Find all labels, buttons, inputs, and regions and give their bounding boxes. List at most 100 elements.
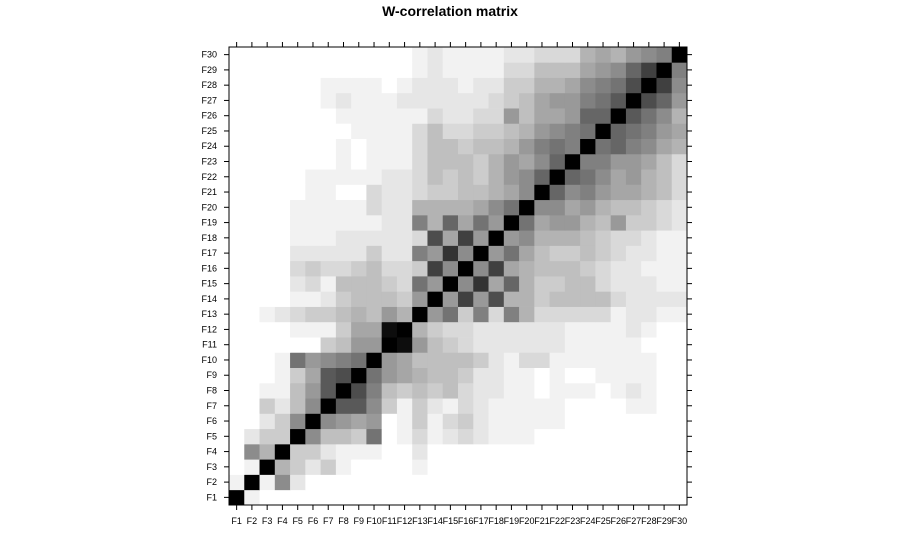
heatmap-cell-F4-F17 [473,443,489,460]
heatmap-cell-F23-F13 [412,153,428,170]
heatmap-cell-F13-F7 [320,306,337,323]
heatmap-cell-F12-F7 [320,321,337,338]
heatmap-cell-F10-F8 [335,352,352,368]
heatmap-cell-F20-F20 [519,199,535,216]
heatmap-cell-F24-F22 [549,138,566,155]
heatmap-cell-F9-F27 [625,367,642,384]
heatmap-cell-F8-F30 [671,382,688,399]
heatmap-cell-F18-F30 [671,230,688,246]
heatmap-cell-F7-F10 [366,398,383,414]
heatmap-cell-F10-F5 [290,352,306,368]
heatmap-cell-F23-F21 [534,153,550,170]
heatmap-cell-F12-F3 [259,321,276,338]
heatmap-cell-F8-F17 [473,382,489,399]
heatmap-cell-F24-F7 [320,138,337,155]
heatmap-cell-F11-F4 [274,337,291,353]
heatmap-cell-F1-F23 [564,489,581,506]
heatmap-cell-F25-F15 [442,123,459,139]
heatmap-cell-F29-F2 [244,62,260,78]
heatmap-cell-F26-F27 [625,108,642,124]
heatmap-cell-F13-F23 [564,306,581,323]
x-tick-label: F16 [458,516,474,526]
heatmap-cell-F21-F2 [244,184,260,201]
heatmap-cell-F3-F10 [366,459,383,475]
heatmap-cell-F27-F18 [488,92,505,109]
y-tick-label: F26 [201,111,217,121]
heatmap-cell-F29-F28 [641,62,657,78]
heatmap-cell-F22-F14 [427,169,444,185]
heatmap-cell-F30-F16 [458,47,474,63]
heatmap-cell-F11-F6 [305,337,321,353]
heatmap-cell-F5-F29 [656,428,673,445]
heatmap-cell-F29-F7 [320,62,337,78]
heatmap-cell-F19-F7 [320,214,337,231]
heatmap-cell-F12-F20 [519,321,535,338]
y-tick-label: F21 [201,187,217,197]
heatmap-cell-F5-F15 [442,428,459,445]
heatmap-cell-F29-F4 [274,62,291,78]
heatmap-cell-F21-F8 [335,184,352,201]
heatmap-cell-F19-F19 [503,214,520,231]
heatmap-cell-F23-F16 [458,153,474,170]
heatmap-cell-F11-F26 [610,337,627,353]
heatmap-cell-F25-F21 [534,123,550,139]
heatmap-cell-F18-F2 [244,230,260,246]
heatmap-cell-F29-F15 [442,62,459,78]
heatmap-cell-F2-F11 [381,474,398,491]
heatmap-cell-F27-F7 [320,92,337,109]
heatmap-cell-F3-F15 [442,459,459,475]
heatmap-cell-F11-F24 [580,337,596,353]
heatmap-cell-F27-F8 [335,92,352,109]
y-tick-label: F8 [206,386,217,396]
heatmap-cell-F28-F3 [259,77,276,94]
heatmap-cell-F28-F18 [488,77,505,94]
heatmap-cell-F30-F21 [534,47,550,63]
heatmap-cell-F6-F11 [381,413,398,430]
heatmap-cell-F24-F14 [427,138,444,155]
heatmap-cell-F10-F10 [366,352,383,368]
heatmap-cell-F27-F12 [396,92,413,109]
heatmap-cell-F29-F25 [595,62,612,78]
heatmap-cell-F27-F15 [442,92,459,109]
heatmap-cell-F25-F9 [351,123,367,139]
heatmap-cell-F20-F18 [488,199,505,216]
heatmap-cell-F1-F17 [473,489,489,506]
heatmap-cell-F24-F2 [244,138,260,155]
heatmap-cell-F7-F16 [458,398,474,414]
heatmap-cell-F30-F10 [366,47,383,63]
heatmap-cell-F10-F15 [442,352,459,368]
heatmap-cell-F20-F6 [305,199,321,216]
heatmap-cell-F27-F9 [351,92,367,109]
x-tick-label: F3 [262,516,273,526]
heatmap-cell-F7-F24 [580,398,596,414]
heatmap-cell-F25-F30 [671,123,688,139]
heatmap-cell-F27-F11 [381,92,398,109]
heatmap-cell-F12-F29 [656,321,673,338]
heatmap-cell-F9-F26 [610,367,627,384]
heatmap-cell-F24-F28 [641,138,657,155]
heatmap-cell-F23-F18 [488,153,505,170]
heatmap-cell-F26-F21 [534,108,550,124]
heatmap-cell-F4-F28 [641,443,657,460]
heatmap-cell-F4-F6 [305,443,321,460]
heatmap-cell-F26-F6 [305,108,321,124]
heatmap-cell-F6-F28 [641,413,657,430]
heatmap-cell-F24-F27 [625,138,642,155]
heatmap-cell-F7-F30 [671,398,688,414]
heatmap-cell-F14-F22 [549,291,566,307]
heatmap-cell-F18-F7 [320,230,337,246]
heatmap-cell-F23-F22 [549,153,566,170]
heatmap-cell-F19-F28 [641,214,657,231]
x-tick-label: F13 [412,516,428,526]
heatmap-cell-F11-F30 [671,337,688,353]
heatmap-cell-F13-F2 [244,306,260,323]
heatmap-cell-F10-F3 [259,352,276,368]
heatmap-cell-F27-F19 [503,92,520,109]
heatmap-cell-F9-F16 [458,367,474,384]
heatmap-cell-F21-F13 [412,184,428,201]
heatmap-cell-F11-F10 [366,337,383,353]
heatmap-cell-F2-F17 [473,474,489,491]
heatmap-cell-F4-F12 [396,443,413,460]
heatmap-cell-F10-F18 [488,352,505,368]
heatmap-cell-F4-F7 [320,443,337,460]
